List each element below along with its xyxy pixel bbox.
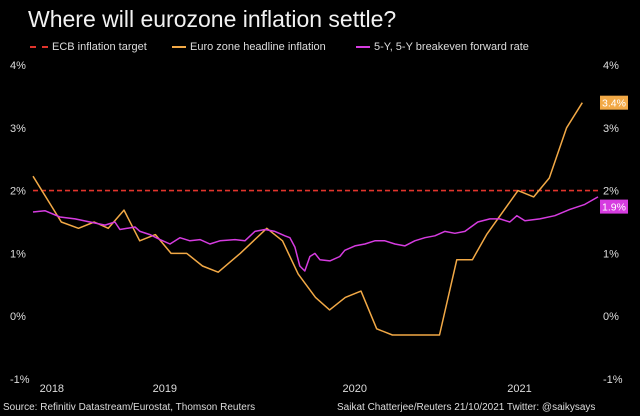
- y-tick-label-right: 4%: [603, 60, 619, 72]
- y-tick-label-left: 1%: [10, 248, 26, 260]
- end-label: 1.9%: [602, 202, 626, 214]
- legend-item-headline-inflation: Euro zone headline inflation: [172, 41, 326, 53]
- legend-item-breakeven: 5-Y, 5-Y breakeven forward rate: [356, 41, 529, 53]
- credit-note: Saikat Chatterjee/Reuters 21/10/2021 Twi…: [337, 402, 596, 413]
- y-tick-label-right: 1%: [603, 248, 619, 260]
- end-label-box: [600, 199, 628, 214]
- y-tick-label-left: -1%: [10, 374, 30, 386]
- y-tick-label-left: 3%: [10, 123, 26, 135]
- x-tick-label: 2018: [40, 383, 64, 395]
- legend-swatch: [172, 46, 186, 48]
- source-note: Source: Refinitiv Datastream/Eurostat, T…: [3, 402, 256, 413]
- y-tick-label-left: 4%: [10, 60, 26, 72]
- chart-title: Where will eurozone inflation settle?: [28, 6, 397, 32]
- y-tick-label-right: -1%: [603, 374, 623, 386]
- y-tick-label-right: 0%: [603, 311, 619, 323]
- legend-label: 5-Y, 5-Y breakeven forward rate: [374, 41, 529, 53]
- x-tick-label: 2021: [507, 383, 531, 395]
- x-tick-label: 2020: [342, 383, 366, 395]
- end-label-box: [600, 95, 628, 110]
- legend-swatch-dashed: [30, 46, 48, 48]
- legend-label: ECB inflation target: [52, 41, 147, 53]
- y-tick-label-left: 0%: [10, 311, 26, 323]
- y-tick-label-left: 2%: [10, 186, 26, 198]
- y-tick-label-right: 3%: [603, 123, 619, 135]
- y-tick-label-right: 2%: [603, 186, 619, 198]
- legend-label: Euro zone headline inflation: [190, 41, 326, 53]
- end-label: 3.4%: [602, 98, 626, 110]
- x-tick-label: 2019: [153, 383, 177, 395]
- series-line-breakeven-rate: [32, 196, 599, 272]
- legend-item-ecb-target: ECB inflation target: [30, 41, 147, 53]
- series-line-headline-inflation: [32, 102, 583, 336]
- legend-swatch: [356, 46, 370, 48]
